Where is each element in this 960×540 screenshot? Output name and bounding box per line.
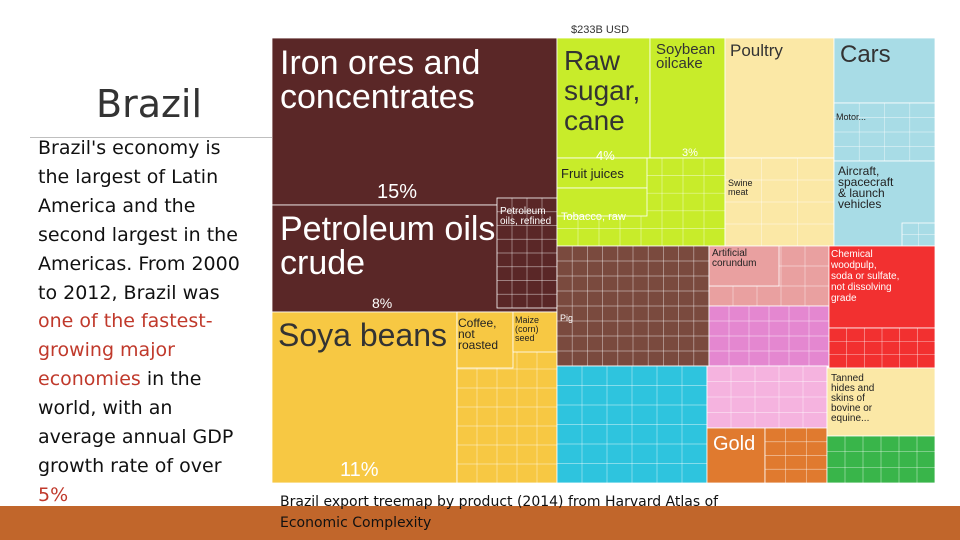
tile-maize <box>512 311 558 353</box>
export-treemap: Iron ores and concentrates 15% Petroleum oi… <box>272 38 935 483</box>
label-cars: Cars <box>840 41 891 68</box>
label-gold: Gold <box>713 433 755 455</box>
share-soybean-oilcake: 3% <box>682 147 698 159</box>
treemap-labels: Iron ores and concentrates 15% Petroleum oi… <box>278 41 899 481</box>
treemap-caption: Brazil export treemap by product (2014) … <box>280 494 719 531</box>
label-iron-ores: Iron ores and concentrates <box>280 44 480 116</box>
label-chemical-woodpulp: Chemical woodpulp, soda or sulfate, not dis… <box>830 249 899 304</box>
tile-poultry <box>724 38 835 159</box>
label-petroleum-refined: Petroleum oils, refined <box>500 206 551 227</box>
share-raw-sugar: 4% <box>596 148 615 163</box>
body-text-part-1: Brazil's economy is the largest of Latin… <box>38 137 240 304</box>
label-maize: Maize (corn) seed <box>515 315 539 343</box>
share-petroleum-crude: 8% <box>372 295 392 311</box>
bottom-accent-band <box>0 506 960 540</box>
tile-raw-sugar <box>556 38 651 159</box>
body-paragraph: Brazil's economy is the largest of Latin… <box>38 134 248 510</box>
tile-chemical-woodpulp <box>828 245 935 329</box>
tile-tanned-hides <box>826 367 935 437</box>
share-iron-ores: 15% <box>377 181 417 203</box>
label-raw-sugar: Raw sugar, cane <box>564 45 640 136</box>
tile-gold <box>706 427 766 483</box>
label-motor: Motor... <box>836 112 866 122</box>
tile-artificial-corundum <box>708 245 780 287</box>
body-text-part-2: in the world, with an average annual GDP… <box>38 368 234 477</box>
label-tanned-hides: Tanned hides and skins of bovine or equine..… <box>831 373 874 424</box>
tile-iron-ores <box>272 38 558 206</box>
label-petroleum-crude: Petroleum oils crude <box>280 210 495 282</box>
highlight-growth-rate: 5% <box>38 483 69 506</box>
treemap-tiles <box>272 38 935 483</box>
label-artificial-corundum: Artificial corundum <box>712 248 756 269</box>
label-fruit-juices: Fruit juices <box>561 166 624 181</box>
tile-soybean-oilcake <box>649 38 726 159</box>
label-soybean-oilcake: Soybean oilcake <box>656 41 715 72</box>
label-tobacco: Tobacco, raw <box>561 211 626 223</box>
label-coffee: Coffee, not roasted <box>458 316 498 352</box>
tile-tobacco <box>556 187 648 217</box>
label-poultry: Poultry <box>730 41 783 60</box>
slide-title: Brazil <box>96 82 203 126</box>
label-aircraft: Aircraft, spacecraft & launch vehicles <box>838 164 894 211</box>
highlight-fastest-growing: one of the fastest-growing major economi… <box>38 310 213 391</box>
treemap-total-label: $233B USD <box>571 24 630 36</box>
share-soya-beans: 11% <box>340 459 379 481</box>
tile-cars <box>833 38 935 104</box>
title-divider <box>30 137 278 138</box>
label-soya-beans: Soya beans <box>278 317 447 353</box>
label-swine-meat: Swine meat <box>728 178 753 197</box>
tile-fruit-juices <box>556 157 648 189</box>
label-pig: Pig <box>560 313 573 323</box>
tile-soya-beans <box>272 311 458 483</box>
